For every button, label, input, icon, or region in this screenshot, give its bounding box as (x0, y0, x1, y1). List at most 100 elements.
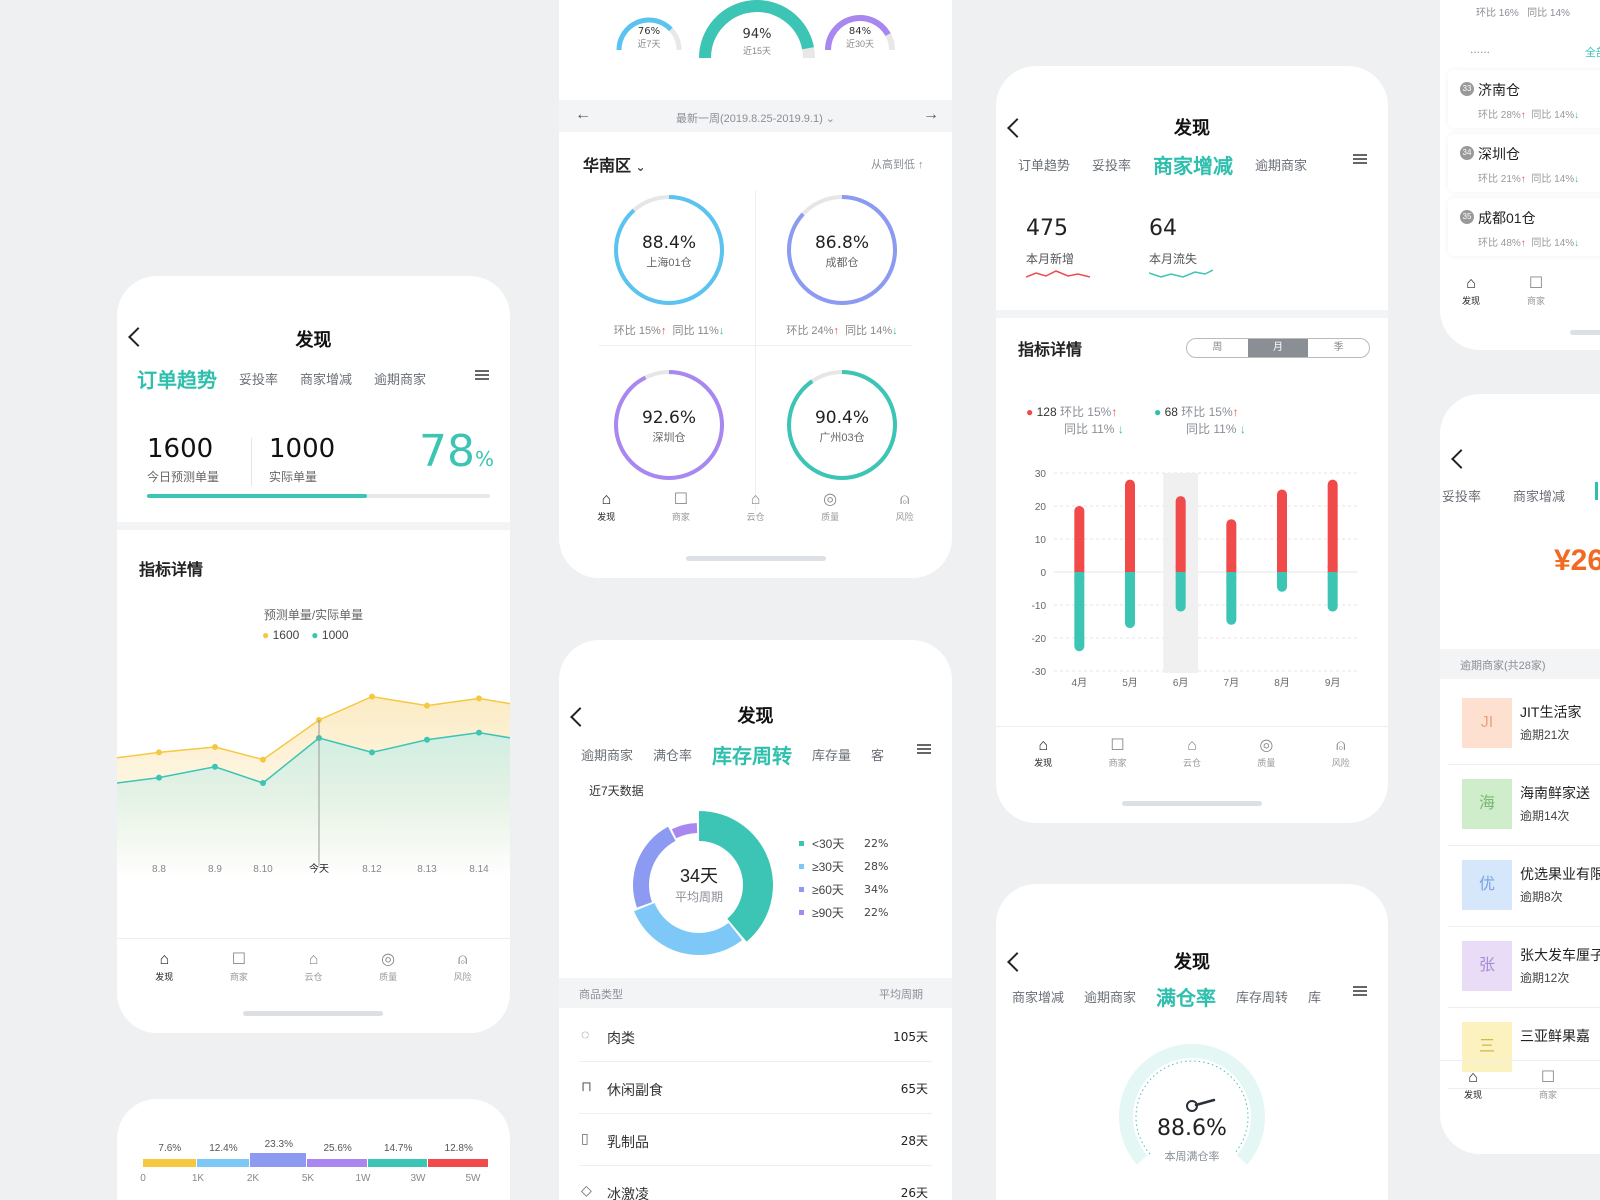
bar-segment[interactable] (196, 1159, 250, 1167)
nav-risk[interactable]: ⍝ 风险 (880, 492, 930, 523)
merchant-item[interactable]: 三三亚鲜果嘉 (1448, 1008, 1600, 1089)
nav-cloud-warehouse[interactable]: ⌂ 云仓 (288, 952, 338, 983)
nav-merchant[interactable]: ☐ 商家 (1511, 276, 1561, 307)
bottom-nav: ⌂ 发现 ☐ 商家 ⌂ 云仓 ◎ 质量 ⍝ 风险 (127, 952, 500, 983)
nav-risk[interactable]: ⍝ 风险 (1316, 738, 1366, 769)
rank-list: 33 济南仓 环比 28%↑ 同比 14%↓ 34 深圳仓 环比 21%↑ 同比 14%↓… (1448, 70, 1600, 262)
bar-segment[interactable] (143, 1159, 196, 1167)
tab-merchant-change[interactable]: 商家增减 (1153, 156, 1234, 178)
nav-label: 风险 (453, 972, 472, 982)
tab-delivery-rate[interactable]: 妥投率 (1092, 158, 1132, 173)
nav-cloud-warehouse[interactable]: ⌂ 云仓 (730, 492, 780, 523)
tab-customer[interactable]: 客 (871, 748, 885, 763)
merchant-item[interactable]: JI JIT生活家 逾期21次 (1448, 684, 1600, 765)
home-indicator (686, 556, 826, 561)
warehouse-name: 深圳仓 (1478, 146, 1520, 162)
rank-item[interactable]: 35 成都01仓 环比 48%↑ 同比 14%↓ (1448, 198, 1600, 256)
tab-inventory-volume[interactable]: 库存量 (812, 748, 852, 763)
bar-segment[interactable] (428, 1159, 488, 1167)
tab-full-rate[interactable]: 满仓率 (653, 748, 693, 763)
nav-merchant[interactable]: ☐ 商家 (1523, 1070, 1573, 1101)
tab-delivery-rate[interactable]: 妥投率 (239, 372, 279, 387)
segment-week[interactable]: 周 (1212, 342, 1223, 353)
week-selector[interactable]: 最新一周(2019.8.25-2019.9.1) ⌄ (675, 113, 836, 125)
bar-segment[interactable] (367, 1159, 428, 1167)
view-all-link[interactable]: 全部 (1585, 47, 1600, 59)
warehouse-ring[interactable]: 86.8% 成都仓 (782, 190, 902, 310)
bar-percent: 12.4% (209, 1143, 238, 1154)
back-icon[interactable] (1451, 449, 1471, 469)
nav-quality[interactable]: ◎ 质量 (363, 952, 413, 983)
tab-merchant-change[interactable]: 商家增减 (300, 372, 353, 387)
tab-overdue-merchant[interactable]: 逾期商家 (1255, 158, 1308, 173)
nav-discover[interactable]: ⌂ 发现 (1448, 1070, 1498, 1101)
warehouse-ring[interactable]: 90.4% 广州03仓 (782, 365, 902, 485)
nav-quality[interactable]: ◎ 质量 (1241, 738, 1291, 769)
cloud-warehouse-icon: ⌂ (308, 951, 319, 968)
segment-quarter[interactable]: 季 (1333, 342, 1344, 353)
tab-overdue-merchant[interactable]: 逾期商家 (1084, 990, 1137, 1005)
actual-label: 实际单量 (269, 470, 318, 484)
tab-order-trend[interactable]: 订单趋势 (137, 370, 217, 392)
tab-inventory-turnover[interactable]: 库存周转 (712, 746, 793, 768)
category-row[interactable]: ⊓ 休闲副食 65天 (579, 1062, 932, 1114)
ring-name: 广州03仓 (819, 430, 864, 444)
region-selector[interactable]: 华南区 ⌄ (583, 158, 646, 175)
nav-discover[interactable]: ⌂ 发现 (139, 952, 189, 983)
sort-toggle[interactable]: 从高到低 ↑ (871, 159, 924, 171)
rank-item[interactable]: 33 济南仓 环比 28%↑ 同比 14%↓ (1448, 70, 1600, 128)
section-gap (996, 310, 1388, 318)
tab-order-trend[interactable]: 订单趋势 (1018, 158, 1071, 173)
nav-cloud-warehouse[interactable]: ⌂ 云仓 (1167, 738, 1217, 769)
warehouse-ring[interactable]: 92.6% 深圳仓 (609, 365, 729, 485)
tab-delivery-rate[interactable]: 妥投率 (1442, 489, 1482, 504)
cloud-warehouse-icon: ⌂ (750, 491, 761, 508)
tab-bar: 订单趋势 妥投率 商家增减 逾期商家 (1018, 150, 1307, 179)
menu-icon[interactable] (917, 744, 931, 754)
bar-segment[interactable] (307, 1159, 367, 1167)
ring-value: 88.4% (642, 233, 696, 253)
nav-discover[interactable]: ⌂ 发现 (581, 492, 631, 523)
category-row[interactable]: ◌ 肉类 105天 (579, 1010, 932, 1062)
category-row[interactable]: ▯ 乳制品 28天 (579, 1114, 932, 1166)
nav-merchant[interactable]: ☐ 商家 (1093, 738, 1143, 769)
merchant-item[interactable]: 优优选果业有限 逾期8次 (1448, 846, 1600, 927)
data-point (156, 749, 162, 756)
segment-month[interactable]: 月 (1247, 339, 1309, 357)
category-row[interactable]: ◇ 冰激凌 26天 (579, 1166, 932, 1200)
x-tick-label: 7月 (1224, 677, 1240, 689)
tab-merchant-change[interactable]: 商家增减 (1012, 990, 1065, 1005)
nav-merchant[interactable]: ☐ 商家 (656, 492, 706, 523)
tab-overdue-merchant[interactable]: 逾期商家 (374, 372, 427, 387)
warehouse-ring[interactable]: 88.4% 上海01仓 (609, 190, 729, 310)
merchant-item[interactable]: 张张大发车厘子 逾期12次 (1448, 927, 1600, 1008)
tab-inventory[interactable]: 库 (1308, 990, 1322, 1005)
nav-risk[interactable]: ⍝ 风险 (438, 952, 488, 983)
donut-legend: <30天 22% ≥30天 28% ≥60天 34% ≥90天 22% (799, 832, 919, 924)
next-week-arrow[interactable]: → (923, 106, 939, 123)
bar-segment[interactable] (250, 1153, 307, 1167)
period-segment: 周 月 季 (1186, 338, 1370, 358)
x-tick-label: 8.14 (469, 864, 489, 875)
tab-merchant-change[interactable]: 商家增减 (1513, 489, 1566, 504)
tab-inventory-turnover[interactable]: 库存周转 (1236, 990, 1289, 1005)
tab-bar: 订单趋势 妥投率 商家增减 逾期商家 (137, 364, 426, 393)
nav-divider (996, 726, 1388, 727)
merchant-item[interactable]: 海海南鲜家送 逾期14次 (1448, 765, 1600, 846)
nav-quality[interactable]: ◎ 质量 (805, 492, 855, 523)
menu-icon[interactable] (475, 370, 489, 380)
menu-icon[interactable] (1353, 986, 1367, 996)
nav-label: 商家 (1108, 758, 1127, 768)
menu-icon[interactable] (1353, 154, 1367, 164)
x-tick-label: 1K (191, 1173, 205, 1184)
tab-overdue-merchant[interactable]: 逾期商家 (581, 748, 634, 763)
nav-discover[interactable]: ⌂ 发现 (1018, 738, 1068, 769)
nav-merchant[interactable]: ☐ 商家 (214, 952, 264, 983)
rank-item[interactable]: 34 深圳仓 环比 21%↑ 同比 14%↓ (1448, 134, 1600, 192)
gauge-arc (699, 0, 814, 59)
overdue-amount: ¥26 (1554, 544, 1600, 577)
prev-week-arrow[interactable]: ← (575, 106, 591, 123)
nav-discover[interactable]: ⌂ 发现 (1446, 276, 1496, 307)
tab-full-rate[interactable]: 满仓率 (1156, 988, 1217, 1010)
